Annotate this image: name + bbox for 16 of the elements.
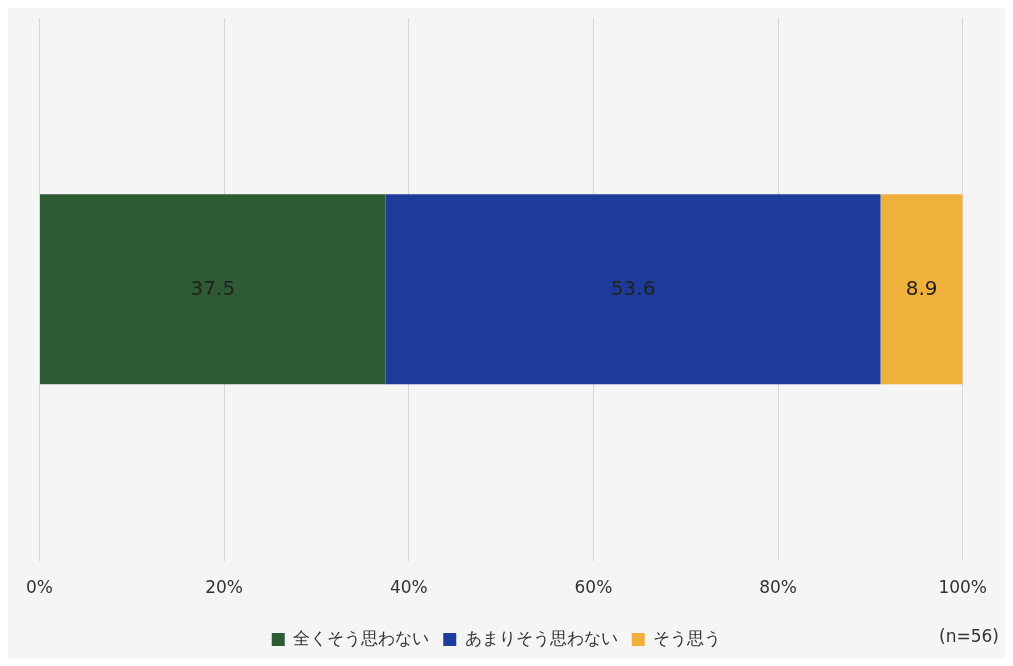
bar [39,194,386,385]
text: (n=56) [939,625,999,646]
bar [385,194,881,385]
legend-label: あまりそう思わない [464,627,618,648]
x-tick-label: 0% [25,577,53,598]
x-tick-label: 60% [574,577,613,598]
x-tick-label: 20% [205,577,244,598]
data-label: 53.6 [610,275,656,300]
data-label: 8.9 [905,275,938,300]
bar [880,194,963,385]
legend-label: そう思う [653,627,722,648]
data-label: 37.5 [190,275,236,300]
legend-label: 全くそう思わない [293,627,430,648]
x-tick-label: 100% [938,577,987,598]
x-tick-label: 40% [389,577,428,598]
x-tick-label: 80% [759,577,797,598]
